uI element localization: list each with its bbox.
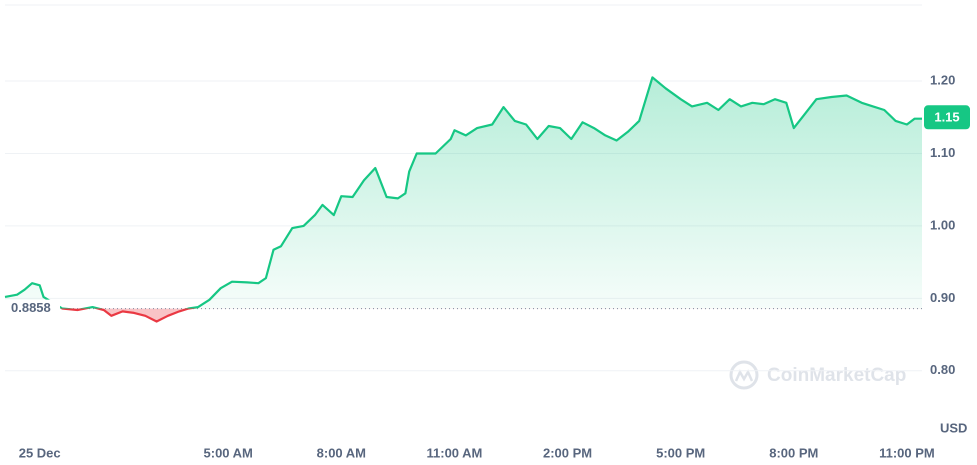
x-tick-label: 25 Dec <box>19 445 61 460</box>
y-tick-label: 1.10 <box>930 145 955 160</box>
x-tick-label: 11:00 AM <box>427 445 483 460</box>
x-tick-label: 5:00 PM <box>656 445 705 460</box>
x-tick-label: 5:00 AM <box>204 445 253 460</box>
y-tick-label: 0.90 <box>930 290 955 305</box>
baseline-label: 0.8858 <box>11 300 51 315</box>
y-tick-label: 1.20 <box>930 72 955 87</box>
price-badge-label: 1.15 <box>934 110 959 125</box>
x-tick-label: 8:00 PM <box>769 445 818 460</box>
watermark-text: CoinMarketCap <box>767 365 906 386</box>
x-tick-label: 11:00 PM <box>879 445 935 460</box>
y-tick-label: 0.80 <box>930 362 955 377</box>
x-tick-label: 8:00 AM <box>317 445 366 460</box>
watermark-logo <box>729 360 759 390</box>
area <box>5 77 922 322</box>
price-badge <box>924 105 970 130</box>
watermark: CoinMarketCap <box>729 360 906 390</box>
price-line <box>4 76 922 323</box>
baseline-label-bg <box>2 299 60 318</box>
y-axis-label: USD <box>940 420 967 435</box>
watermark-logo-mark <box>734 369 754 382</box>
x-tick-label: 2:00 PM <box>543 445 592 460</box>
y-tick-label: 1.00 <box>930 217 955 232</box>
